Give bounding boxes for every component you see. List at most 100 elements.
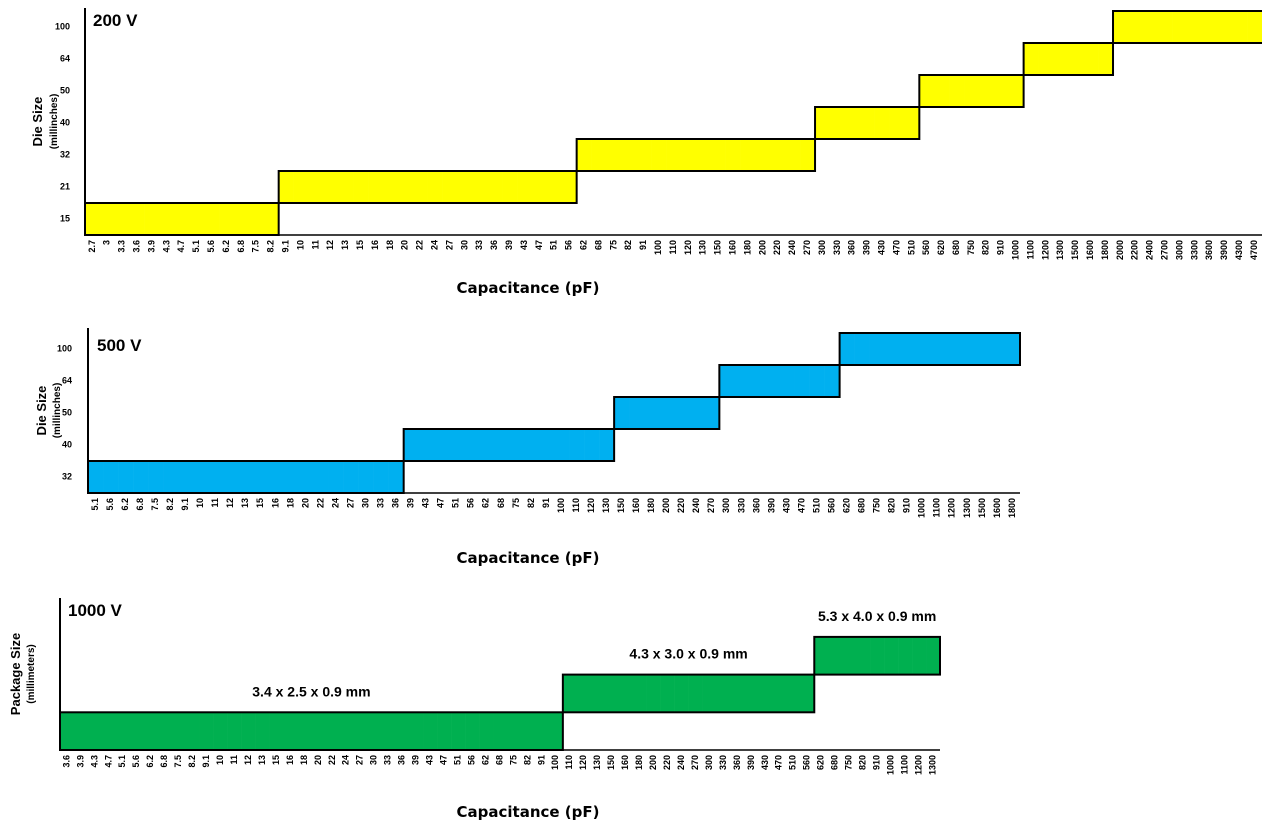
- x-tick-label: 6.8: [236, 240, 246, 253]
- step-bar: [448, 429, 465, 461]
- x-tick-label: 5.6: [105, 498, 115, 511]
- x-tick-label: 100: [556, 498, 566, 513]
- x-tick-label: 56: [564, 240, 574, 250]
- step-bar: [144, 203, 160, 235]
- step-outline: [1112, 10, 1262, 44]
- x-tick-label: 110: [668, 240, 678, 255]
- x-tick-label: 3.3: [117, 240, 127, 253]
- step-bar: [629, 397, 645, 429]
- x-tick-label: 11: [210, 498, 220, 508]
- step-bar: [829, 107, 846, 139]
- x-tick-label: 24: [341, 755, 351, 765]
- x-tick-label: 47: [439, 755, 449, 765]
- x-tick-label: 1200: [913, 755, 923, 775]
- step-bar: [740, 139, 756, 171]
- x-tick-label: 680: [951, 240, 961, 255]
- step-bar: [487, 171, 503, 203]
- step-bar: [993, 75, 1010, 107]
- x-tick-label: 1500: [977, 498, 987, 518]
- x-tick-label: 10: [215, 755, 225, 765]
- x-tick-label: 43: [425, 755, 435, 765]
- step-bar: [73, 712, 89, 750]
- step-bar: [674, 397, 690, 429]
- step-outline: [402, 428, 616, 462]
- step-bar: [451, 712, 466, 750]
- step-bar: [338, 171, 354, 203]
- step-bar: [689, 397, 705, 429]
- step-bar: [1038, 43, 1054, 75]
- step-bar: [204, 203, 220, 235]
- step-bar: [599, 429, 615, 461]
- step-bar: [546, 171, 563, 203]
- step-bar: [576, 139, 592, 171]
- x-tick-label: 20: [313, 755, 323, 765]
- step-bar: [493, 712, 508, 750]
- step-bar: [719, 365, 735, 397]
- x-tick-label: 30: [369, 755, 379, 765]
- step-bar: [974, 333, 991, 365]
- x-tick-label: 150: [616, 498, 626, 513]
- step-bar: [869, 333, 886, 365]
- step-bar: [457, 171, 473, 203]
- x-axis-title: Capacitance (pF): [457, 279, 600, 297]
- x-tick-label: 16: [270, 498, 280, 508]
- x-tick-label: 75: [508, 755, 518, 765]
- x-tick-label: 110: [571, 498, 581, 513]
- step-bar: [695, 139, 712, 171]
- x-tick-label: 2000: [1115, 240, 1125, 260]
- step-bar: [85, 203, 101, 235]
- step-bar: [590, 674, 606, 713]
- x-tick-label: 4700: [1249, 240, 1259, 260]
- step-bar: [323, 171, 339, 203]
- step-bar: [143, 712, 159, 750]
- step-bar: [758, 674, 773, 713]
- x-tick-label: 5.1: [117, 755, 127, 768]
- y-tick-label: 64: [62, 375, 72, 385]
- x-tick-label: 620: [816, 755, 826, 770]
- step-bar: [502, 171, 518, 203]
- step-bar: [1142, 11, 1159, 43]
- x-tick-label: 91: [638, 240, 648, 250]
- x-tick-label: 22: [327, 755, 337, 765]
- step-bar: [710, 139, 726, 171]
- step-bar: [343, 461, 359, 493]
- step-bar: [171, 712, 187, 750]
- step-bar: [472, 171, 488, 203]
- step-bar: [934, 75, 950, 107]
- x-tick-label: 47: [436, 498, 446, 508]
- step-bar: [313, 461, 329, 493]
- x-tick-label: 15: [255, 498, 265, 508]
- step-bar: [248, 203, 265, 235]
- step-bar: [929, 333, 946, 365]
- x-tick-label: 1000: [1011, 240, 1021, 260]
- step-outline: [277, 170, 578, 204]
- x-tick-label: 51: [451, 498, 461, 508]
- x-tick-label: 56: [466, 498, 476, 508]
- step-bar: [944, 333, 961, 365]
- step-bar: [800, 674, 815, 713]
- step-bar: [1217, 11, 1233, 43]
- step-outline: [1022, 42, 1115, 76]
- x-tick-label: 43: [519, 240, 529, 250]
- x-tick-label: 330: [718, 755, 728, 770]
- step-bar: [88, 461, 104, 493]
- step-bar: [632, 674, 647, 713]
- step-bar: [584, 429, 600, 461]
- x-tick-label: 30: [459, 240, 469, 250]
- step-bar: [666, 139, 682, 171]
- step-bar: [644, 397, 660, 429]
- x-tick-label: 3.6: [132, 240, 142, 253]
- step-bar: [660, 674, 675, 713]
- x-tick-label: 820: [858, 755, 868, 770]
- step-bar: [517, 171, 533, 203]
- step-bar: [325, 712, 340, 750]
- x-tick-label: 560: [802, 755, 812, 770]
- x-tick-label: 27: [345, 498, 355, 508]
- step-bar: [919, 75, 935, 107]
- step-bar: [118, 461, 134, 493]
- x-tick-label: 8.2: [187, 755, 197, 768]
- x-tick-label: 560: [921, 240, 931, 255]
- step-bar: [115, 712, 131, 750]
- y-tick-label: 50: [62, 407, 72, 417]
- x-tick-label: 680: [830, 755, 840, 770]
